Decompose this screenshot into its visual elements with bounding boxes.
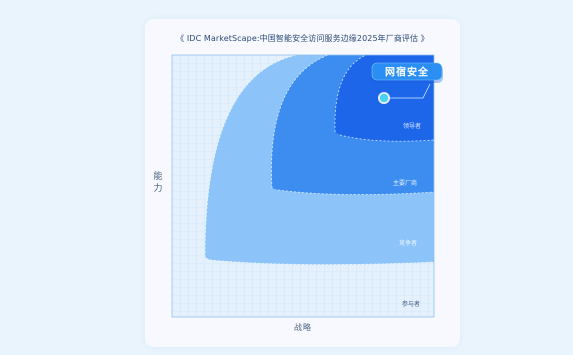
zone-label-participant: 参与者 xyxy=(402,300,420,308)
chart-title: 《 IDC MarketScape:中国智能安全访问服务边缘2025年厂商评估 … xyxy=(176,34,429,43)
vendor-leader-line xyxy=(384,83,431,99)
zone-leader-bottom-outline xyxy=(339,134,435,142)
zone-label-contender: 竞争者 xyxy=(399,239,417,247)
plot-border xyxy=(171,54,435,318)
vendor-name: 网宿安全 xyxy=(385,66,429,79)
zone-major-outline xyxy=(271,54,329,189)
zone-contender-outline xyxy=(204,54,298,258)
zone-label-major: 主要厂商 xyxy=(393,179,417,187)
x-axis-label: 战略 xyxy=(294,323,312,332)
y-axis-label-text: 能力 xyxy=(153,172,163,194)
zone-contender-bottom-outline xyxy=(209,259,435,265)
zone-label-leader: 领导者 xyxy=(403,122,421,130)
y-axis-label: 能力 xyxy=(151,171,165,195)
vendor-badge xyxy=(371,62,443,81)
zone-leader-outline xyxy=(334,54,367,133)
vendor-point xyxy=(379,93,389,103)
